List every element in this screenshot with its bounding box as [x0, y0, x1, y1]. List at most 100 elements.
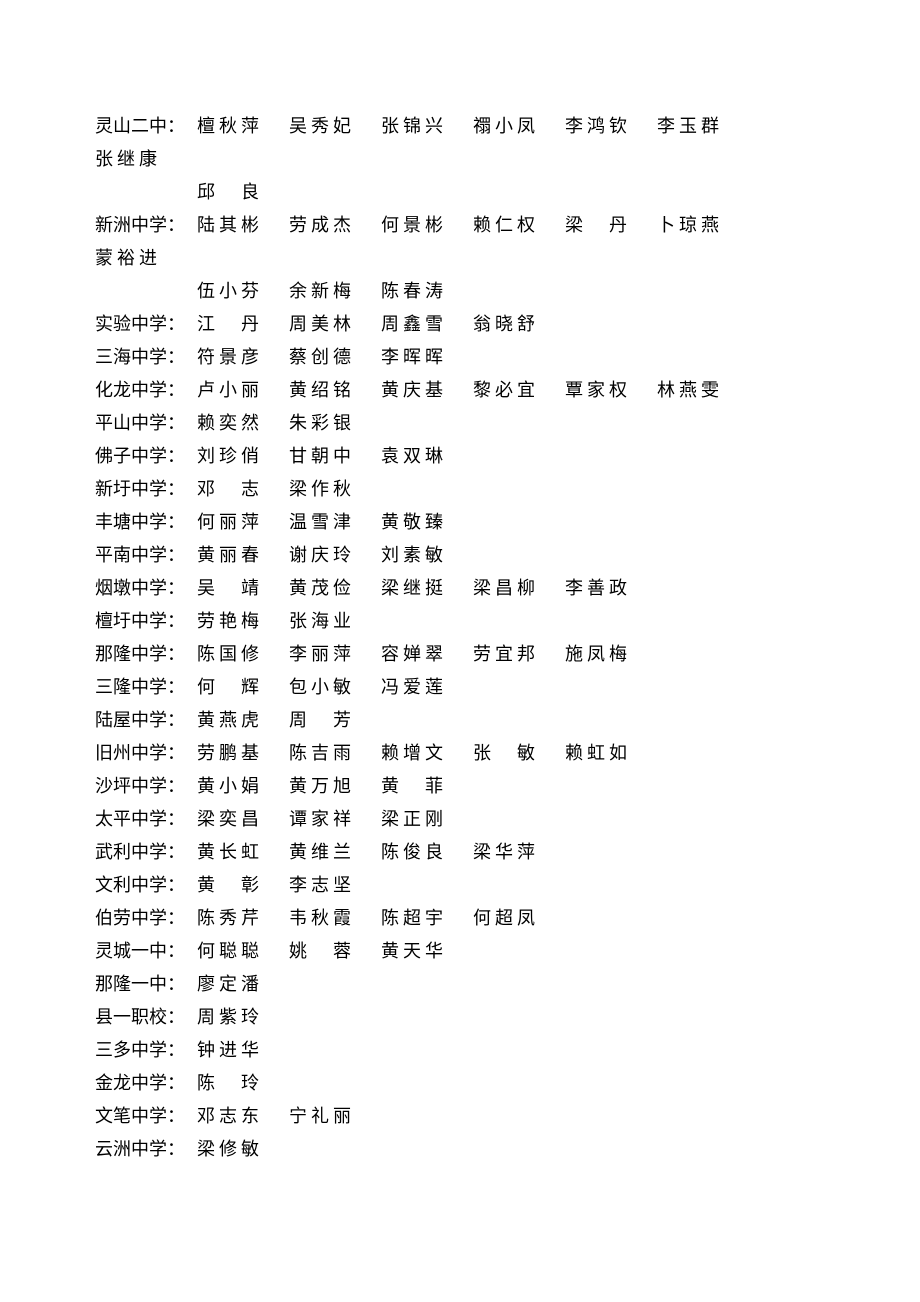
name-container: 邓志东 [197, 1100, 289, 1133]
name-container: 卜琼燕 [657, 209, 749, 242]
person-name: 甘朝中 [289, 440, 351, 473]
name-container: 包小敏 [289, 671, 381, 704]
name-container: 何聪聪 [197, 935, 289, 968]
person-name: 黄燕虎 [197, 704, 259, 737]
name-container: 朱彩银 [289, 407, 381, 440]
school-label: 文笔中学： [95, 1100, 197, 1133]
name-container: 劳宜邦 [473, 638, 565, 671]
school-label: 三多中学： [95, 1034, 197, 1067]
school-row: 武利中学：黄长虹黄维兰陈俊良梁华萍 [95, 836, 825, 869]
person-name: 卜琼燕 [657, 209, 719, 242]
name-container: 冯爱莲 [381, 671, 473, 704]
person-name: 何聪聪 [197, 935, 259, 968]
school-row: 伯劳中学：陈秀芹韦秋霞陈超宇何超凤 [95, 902, 825, 935]
name-container: 黄长虹 [197, 836, 289, 869]
school-row: 那隆中学：陈国修李丽萍容婵翠劳宜邦施凤梅 [95, 638, 825, 671]
person-name: 黄万旭 [289, 770, 351, 803]
school-label: 三海中学： [95, 341, 197, 374]
person-name: 赖仁权 [473, 209, 535, 242]
school-row: 三多中学：钟进华 [95, 1034, 825, 1067]
name-container: 何景彬 [381, 209, 473, 242]
name-container: 梁修敏 [197, 1133, 289, 1166]
person-name: 吴秀妃 [289, 110, 351, 143]
school-row: 平南中学：黄丽春谢庆玲刘素敏 [95, 539, 825, 572]
school-row: 邱 良 [95, 176, 825, 209]
person-name: 赖增文 [381, 737, 443, 770]
school-row: 云洲中学：梁修敏 [95, 1133, 825, 1166]
school-row: 伍小芬余新梅陈春涛 [95, 275, 825, 308]
name-container: 禤小凤 [473, 110, 565, 143]
person-name: 温雪津 [289, 506, 351, 539]
person-name: 劳成杰 [289, 209, 351, 242]
school-label [95, 275, 197, 308]
person-name: 周 芳 [289, 704, 351, 737]
name-container: 陈 玲 [197, 1067, 289, 1100]
person-name: 张海业 [289, 605, 351, 638]
name-container: 梁继挺 [381, 572, 473, 605]
name-container: 陆其彬 [197, 209, 289, 242]
person-name: 谭家祥 [289, 803, 351, 836]
name-container: 余新梅 [289, 275, 381, 308]
school-label: 丰塘中学： [95, 506, 197, 539]
person-name: 谢庆玲 [289, 539, 351, 572]
name-container: 梁 丹 [565, 209, 657, 242]
person-name: 蔡创德 [289, 341, 351, 374]
school-label: 平南中学： [95, 539, 197, 572]
person-name: 黎必宜 [473, 374, 535, 407]
school-label: 新圩中学： [95, 473, 197, 506]
name-container: 何超凤 [473, 902, 565, 935]
name-container: 陈秀芹 [197, 902, 289, 935]
school-row: 丰塘中学：何丽萍温雪津黄敬臻 [95, 506, 825, 539]
person-name: 赖虹如 [565, 737, 627, 770]
school-row: 沙坪中学：黄小娟黄万旭黄 菲 [95, 770, 825, 803]
person-name: 李玉群 [657, 110, 719, 143]
person-name: 何丽萍 [197, 506, 259, 539]
school-row: 平山中学：赖奕然朱彩银 [95, 407, 825, 440]
person-name: 吴 靖 [197, 572, 259, 605]
school-label: 沙坪中学： [95, 770, 197, 803]
person-name: 廖定潘 [197, 968, 259, 1001]
name-container: 吴 靖 [197, 572, 289, 605]
person-name: 韦秋霞 [289, 902, 351, 935]
name-container: 覃家权 [565, 374, 657, 407]
person-name: 黄维兰 [289, 836, 351, 869]
name-container: 李丽萍 [289, 638, 381, 671]
person-name: 周鑫雪 [381, 308, 443, 341]
person-name: 梁昌柳 [473, 572, 535, 605]
name-container: 梁作秋 [289, 473, 381, 506]
name-container: 温雪津 [289, 506, 381, 539]
name-container: 张 敏 [473, 737, 565, 770]
document-root: 灵山二中：檀秋萍吴秀妃张锦兴禤小凤李鸿钦李玉群张继康 邱 良新洲中学：陆其彬劳成… [95, 110, 825, 1166]
name-container: 周紫玲 [197, 1001, 289, 1034]
name-container: 黄丽春 [197, 539, 289, 572]
name-container: 黄万旭 [289, 770, 381, 803]
school-row: 新洲中学：陆其彬劳成杰何景彬赖仁权梁 丹卜琼燕蒙裕进 [95, 209, 825, 275]
person-name: 梁华萍 [473, 836, 535, 869]
person-name: 张锦兴 [381, 110, 443, 143]
name-container: 黄茂俭 [289, 572, 381, 605]
person-name: 黄丽春 [197, 539, 259, 572]
person-name: 施凤梅 [565, 638, 627, 671]
person-name: 黄小娟 [197, 770, 259, 803]
person-name: 梁正刚 [381, 803, 443, 836]
school-label: 那隆中学： [95, 638, 197, 671]
name-container: 梁正刚 [381, 803, 473, 836]
name-container: 袁双琳 [381, 440, 473, 473]
name-container: 邱 良 [197, 176, 289, 209]
school-row: 金龙中学：陈 玲 [95, 1067, 825, 1100]
person-name: 何 辉 [197, 671, 259, 704]
school-label: 檀圩中学： [95, 605, 197, 638]
school-label: 武利中学： [95, 836, 197, 869]
person-name: 梁修敏 [197, 1133, 259, 1166]
person-name: 何超凤 [473, 902, 535, 935]
name-container: 黄 彰 [197, 869, 289, 902]
name-container: 钟进华 [197, 1034, 289, 1067]
name-container: 赖增文 [381, 737, 473, 770]
name-container: 韦秋霞 [289, 902, 381, 935]
school-label: 伯劳中学： [95, 902, 197, 935]
person-name: 卢小丽 [197, 374, 259, 407]
person-name: 黄绍铭 [289, 374, 351, 407]
name-container: 陈超宇 [381, 902, 473, 935]
name-container: 梁华萍 [473, 836, 565, 869]
school-label: 佛子中学： [95, 440, 197, 473]
